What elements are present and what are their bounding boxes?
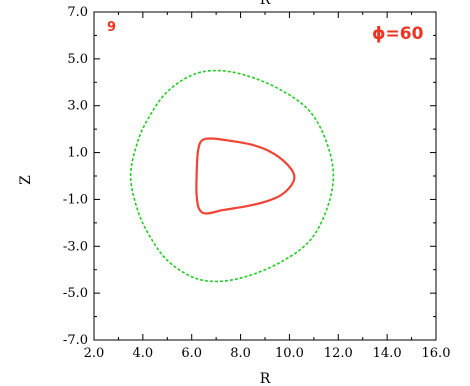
y-axis-title: Z <box>18 175 34 185</box>
y-tick-label: 5.0 <box>67 52 88 67</box>
x-tick-labels: 2.0 4.0 6.0 8.0 10.0 12.0 14.0 16.0 <box>84 346 451 361</box>
y-tick-label: 7.0 <box>67 5 88 20</box>
x-tick-label: 2.0 <box>84 346 105 361</box>
tick-marks <box>93 11 437 341</box>
phi-value: =60 <box>386 24 424 44</box>
phi-annotation: ϕ=60 <box>372 24 424 44</box>
y-tick-labels: -7.0 -5.0 -3.0 -1.0 1.0 3.0 5.0 7.0 <box>63 5 88 348</box>
inner-solid-curve <box>195 137 296 215</box>
y-tick-label: -5.0 <box>63 286 88 301</box>
x-tick-label: 8.0 <box>230 346 251 361</box>
x-tick-label: 16.0 <box>422 346 451 361</box>
x-tick-label: 14.0 <box>373 346 402 361</box>
y-tick-label: -3.0 <box>63 239 88 254</box>
x-tick-label: 12.0 <box>324 346 353 361</box>
plot-frame <box>93 11 437 341</box>
phi-symbol: ϕ <box>372 24 386 44</box>
x-tick-label: 4.0 <box>133 346 154 361</box>
y-tick-label: -1.0 <box>63 192 88 207</box>
panel-label: 9 <box>107 20 116 35</box>
x-tick-label: 6.0 <box>181 346 202 361</box>
y-tick-label: 3.0 <box>67 99 88 114</box>
top-edge-label: R <box>260 0 271 8</box>
y-tick-label: 1.0 <box>67 146 88 161</box>
y-tick-label: -7.0 <box>63 333 88 348</box>
curves <box>129 69 335 283</box>
x-axis-title: R <box>260 371 271 386</box>
outer-dashed-curve <box>129 69 335 283</box>
x-tick-label: 10.0 <box>275 346 304 361</box>
